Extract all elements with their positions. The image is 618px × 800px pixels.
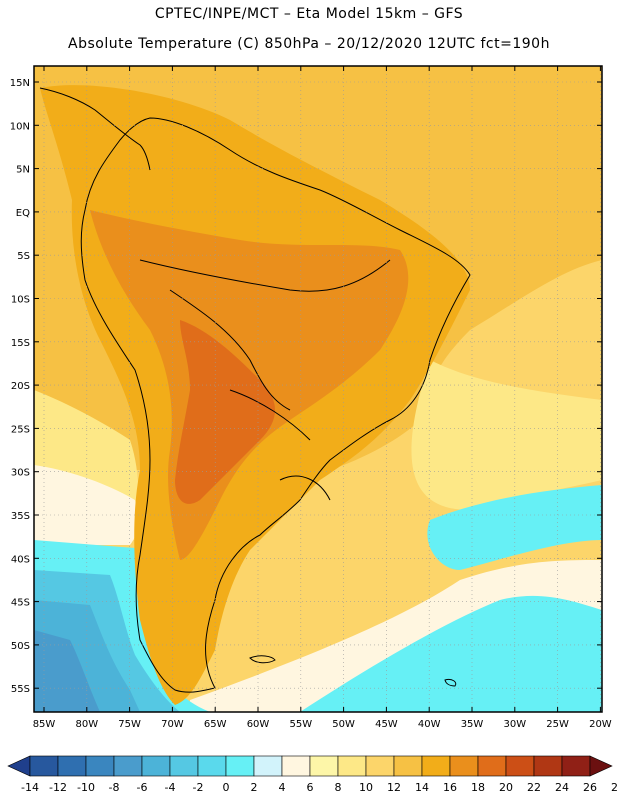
lon-label: 80W: [75, 719, 98, 730]
lat-label: 10N: [10, 121, 30, 132]
colorbar-label: 14: [415, 781, 429, 794]
lat-label: 50S: [11, 641, 30, 652]
colorbar-arrow-high: [589, 755, 613, 777]
lat-label: 35S: [11, 511, 30, 522]
lat-label: 5N: [16, 165, 30, 176]
colorbar-swatch: [85, 755, 115, 777]
lon-label: 35W: [461, 719, 484, 730]
colorbar-swatch: [253, 755, 283, 777]
colorbar-label: -8: [109, 781, 120, 794]
colorbar-swatch: [393, 755, 423, 777]
lat-label: 5S: [17, 251, 30, 262]
field-cream-west: [34, 465, 138, 545]
colorbar-swatch: [533, 755, 563, 777]
map-field: [34, 66, 602, 712]
colorbar-swatch: [449, 755, 479, 777]
colorbar-swatch: [421, 755, 451, 777]
field-hottest-core: [175, 320, 275, 504]
lat-label: 10S: [11, 295, 30, 306]
lat-label: 30S: [11, 468, 30, 479]
colorbar-label: 22: [527, 781, 541, 794]
colorbar-swatch: [281, 755, 311, 777]
lon-label: 60W: [247, 719, 270, 730]
border-internal-3: [229, 389, 311, 441]
lat-label: 55S: [11, 684, 30, 695]
lon-label: 40W: [418, 719, 441, 730]
lon-label: 25W: [546, 719, 569, 730]
colorbar-label: -6: [137, 781, 148, 794]
colorbar-label: 10: [359, 781, 373, 794]
border-internal-2: [169, 289, 291, 411]
colorbar-swatch: [561, 755, 591, 777]
colorbar-label: -10: [77, 781, 95, 794]
colorbar-label: -2: [193, 781, 204, 794]
colorbar-label: 20: [499, 781, 513, 794]
lon-label: 70W: [161, 719, 184, 730]
colorbar-swatch: [197, 755, 227, 777]
map-frame: [33, 65, 603, 713]
coast-central-america: [39, 87, 151, 171]
field-pale-east: [411, 360, 602, 510]
colorbar-label: -14: [21, 781, 39, 794]
lon-label: 55W: [289, 719, 312, 730]
map-title-line-2: Absolute Temperature (C) 850hPa – 20/12/…: [68, 36, 550, 52]
colorbar-label: 18: [471, 781, 485, 794]
colorbar-label: 24: [555, 781, 569, 794]
lat-label: 25S: [11, 424, 30, 435]
island-malvinas: [249, 655, 276, 664]
coastlines: [39, 87, 471, 693]
map-title-line-1: CPTEC/INPE/MCT – Eta Model 15km – GFS: [154, 6, 464, 22]
colorbar-swatch: [113, 755, 143, 777]
colorbar-swatch: [169, 755, 199, 777]
colorbar-swatch: [29, 755, 59, 777]
lat-label: 15N: [10, 78, 30, 89]
colorbar-label: 16: [443, 781, 457, 794]
colorbar-label: 12: [387, 781, 401, 794]
colorbar-label: 6: [307, 781, 314, 794]
lon-label: 50W: [332, 719, 355, 730]
colorbar: -14 -12 -10 -8 -6 -4 -2 0 2 4 6 8 10 12 14 16 18 20 22 24 26…: [7, 755, 618, 794]
colorbar-label: 2: [251, 781, 258, 794]
lon-label: 65W: [204, 719, 227, 730]
colorbar-label: 0: [223, 781, 230, 794]
colorbar-label: 26: [583, 781, 597, 794]
lat-label: 20S: [11, 381, 30, 392]
colorbar-label: -12: [49, 781, 67, 794]
lon-label: 75W: [118, 719, 141, 730]
colorbar-swatch: [505, 755, 535, 777]
colorbar-swatch: [141, 755, 171, 777]
field-cold-pacific-4: [34, 630, 100, 712]
longitude-axis: 85W 80W 75W 70W 65W 60W 55W 50W 45W 40W 35W 30W 25W 2…: [33, 66, 612, 730]
colorbar-label: 28: [611, 781, 618, 794]
colorbar-label: 8: [335, 781, 342, 794]
colorbar-label: -4: [165, 781, 176, 794]
coast-south-america: [80, 117, 471, 693]
colorbar-swatch: [57, 755, 87, 777]
colorbar-swatch: [225, 755, 255, 777]
border-internal-1: [139, 259, 391, 292]
border-internal-4: [279, 475, 331, 501]
graticule: [34, 66, 602, 712]
colorbar-arrow-low: [7, 755, 31, 777]
lat-label: 45S: [11, 598, 30, 609]
lat-label: EQ: [16, 208, 30, 219]
island-south-georgia: [444, 679, 457, 687]
lat-label: 40S: [11, 554, 30, 565]
lon-label: 30W: [503, 719, 526, 730]
field-cold-band: [427, 485, 602, 570]
lon-label: 85W: [33, 719, 56, 730]
colorbar-swatch: [337, 755, 367, 777]
colorbar-swatch: [365, 755, 395, 777]
colorbar-swatch: [309, 755, 339, 777]
colorbar-label: 4: [279, 781, 286, 794]
field-cold-atlantic: [300, 595, 602, 712]
lat-label: 15S: [11, 338, 30, 349]
latitude-axis: 15N 10N 5N EQ 5S 10S 15S 20S 25S 30S 35S 40S 45S 50S 5…: [10, 78, 602, 695]
lon-label: 20W: [589, 719, 612, 730]
lon-label: 45W: [375, 719, 398, 730]
colorbar-swatch: [477, 755, 507, 777]
